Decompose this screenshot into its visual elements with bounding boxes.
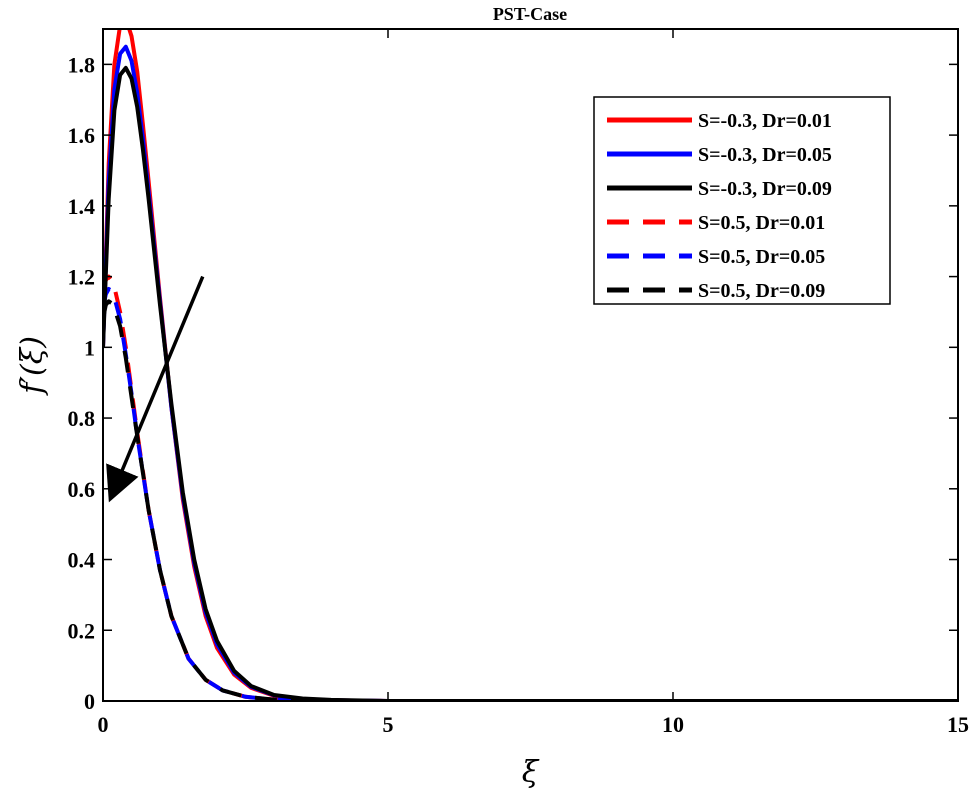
y-tick-label: 0.4	[68, 548, 96, 573]
x-tick-label: 10	[662, 712, 684, 737]
y-axis-label: f′(ξ)	[15, 336, 50, 396]
x-tick-label: 15	[947, 712, 969, 737]
y-tick-label: 1	[84, 335, 95, 360]
legend-label-5: S=0.5, Dr=0.09	[698, 280, 825, 302]
x-axis-label: ξ	[522, 755, 540, 790]
y-tick-label: 1.8	[68, 52, 96, 77]
y-tick-label: 0.2	[68, 618, 96, 643]
legend-label-1: S=-0.3, Dr=0.05	[698, 144, 832, 166]
y-tick-label: 0.8	[68, 406, 96, 431]
x-tick-label: 0	[98, 712, 109, 737]
plot-frame	[102, 28, 959, 702]
trend-arrow	[106, 275, 205, 503]
y-tick-label: 0	[84, 689, 95, 714]
series-line-3	[103, 274, 958, 701]
series-line-4	[103, 287, 958, 701]
y-tick-label: 1.6	[68, 123, 96, 148]
legend-box	[593, 96, 891, 305]
series-line-5	[103, 299, 958, 701]
chart-title: PST-Case	[493, 4, 567, 24]
ticks-layer: 0 5 10 15 0 0.2 0.4 0.6 0.8 1 1.2 1.4 1.6 1.8	[68, 29, 969, 737]
y-tick-label: 1.4	[68, 194, 96, 219]
y-tick-label: 0.6	[68, 477, 96, 502]
y-tick-label: 1.2	[68, 265, 96, 290]
legend-label-0: S=-0.3, Dr=0.01	[698, 110, 832, 132]
x-tick-label: 5	[383, 712, 394, 737]
annotation-layer	[106, 275, 205, 503]
legend-label-2: S=-0.3, Dr=0.09	[698, 178, 832, 200]
legend-label-4: S=0.5, Dr=0.05	[698, 246, 825, 268]
legend: S=-0.3, Dr=0.01 S=-0.3, Dr=0.05 S=-0.3, Dr…	[593, 96, 891, 305]
legend-label-3: S=0.5, Dr=0.01	[698, 212, 825, 234]
